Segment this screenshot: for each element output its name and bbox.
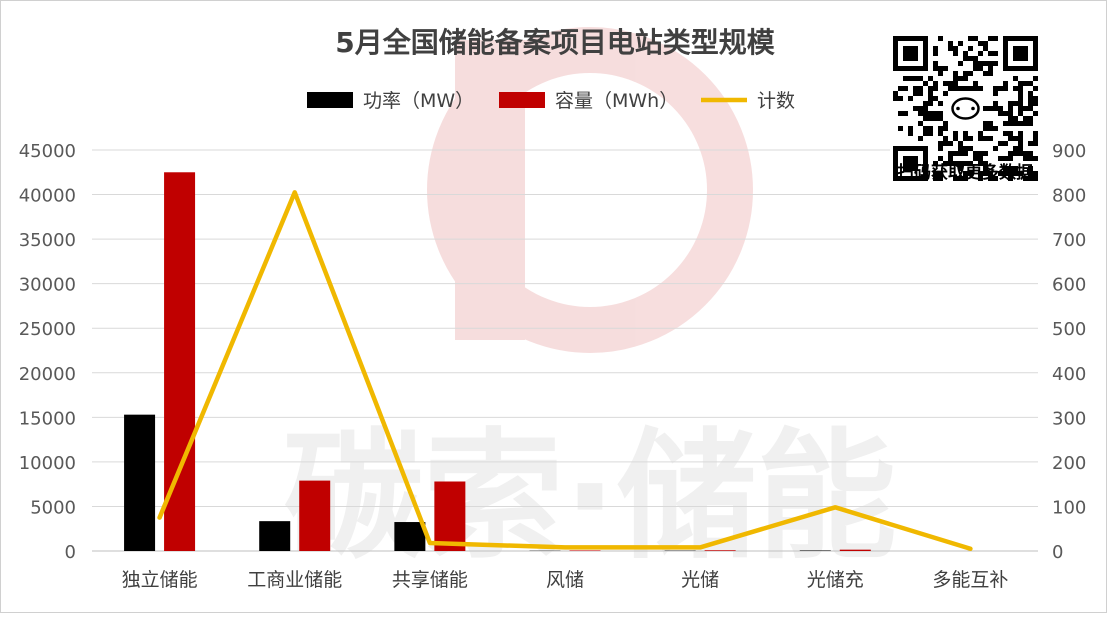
bar-capacity: [299, 481, 330, 551]
y-right-tick-label: 700: [1052, 230, 1086, 251]
qr-code: [890, 33, 1041, 184]
y-right-tick-label: 0: [1052, 542, 1063, 563]
y-left-tick-label: 35000: [19, 230, 76, 251]
category-label: 光储充: [807, 569, 864, 591]
bar-capacity: [570, 550, 601, 551]
legend-swatch: [307, 92, 353, 108]
legend-swatch: [499, 92, 545, 108]
legend-label: 容量（MWh）: [555, 90, 678, 112]
y-right-tick-label: 200: [1052, 453, 1086, 474]
y-left-tick-label: 40000: [19, 186, 76, 207]
category-label: 多能互补: [932, 569, 1008, 591]
y-right-tick-label: 900: [1052, 141, 1086, 162]
y-right-tick-label: 400: [1052, 364, 1086, 385]
y-left-tick-label: 45000: [19, 141, 76, 162]
category-label: 共享储能: [392, 569, 468, 591]
category-label: 工商业储能: [247, 569, 342, 591]
bar-power: [800, 550, 831, 551]
y-left-tick-label: 10000: [19, 453, 76, 474]
watermark-text: 碳索·储能: [283, 416, 896, 579]
y-left-tick-label: 0: [65, 542, 76, 563]
y-left-tick-label: 20000: [19, 364, 76, 385]
bar-capacity: [705, 550, 736, 551]
legend-label: 功率（MW）: [363, 90, 474, 112]
y-left-tick-label: 25000: [19, 319, 76, 340]
bar-power: [124, 415, 155, 551]
y-right-tick-label: 100: [1052, 497, 1086, 518]
legend-label: 计数: [757, 90, 795, 112]
qr-caption: 扫码获取更多数据: [897, 162, 1033, 183]
bar-capacity: [434, 481, 465, 551]
y-left-tick-label: 30000: [19, 275, 76, 296]
category-label: 独立储能: [122, 569, 198, 591]
y-right-tick-label: 600: [1052, 275, 1086, 296]
bar-capacity: [840, 550, 871, 551]
y-left-tick-label: 15000: [19, 408, 76, 429]
y-left-tick-label: 5000: [30, 497, 76, 518]
y-right-tick-label: 800: [1052, 186, 1086, 207]
bar-power: [394, 522, 425, 551]
category-label: 风储: [546, 569, 584, 591]
y-right-tick-label: 500: [1052, 319, 1086, 340]
y-right-tick-label: 300: [1052, 408, 1086, 429]
chart-title: 5月全国储能备案项目电站类型规模: [335, 26, 775, 59]
category-label: 光储: [681, 569, 719, 591]
bar-power: [259, 521, 290, 551]
